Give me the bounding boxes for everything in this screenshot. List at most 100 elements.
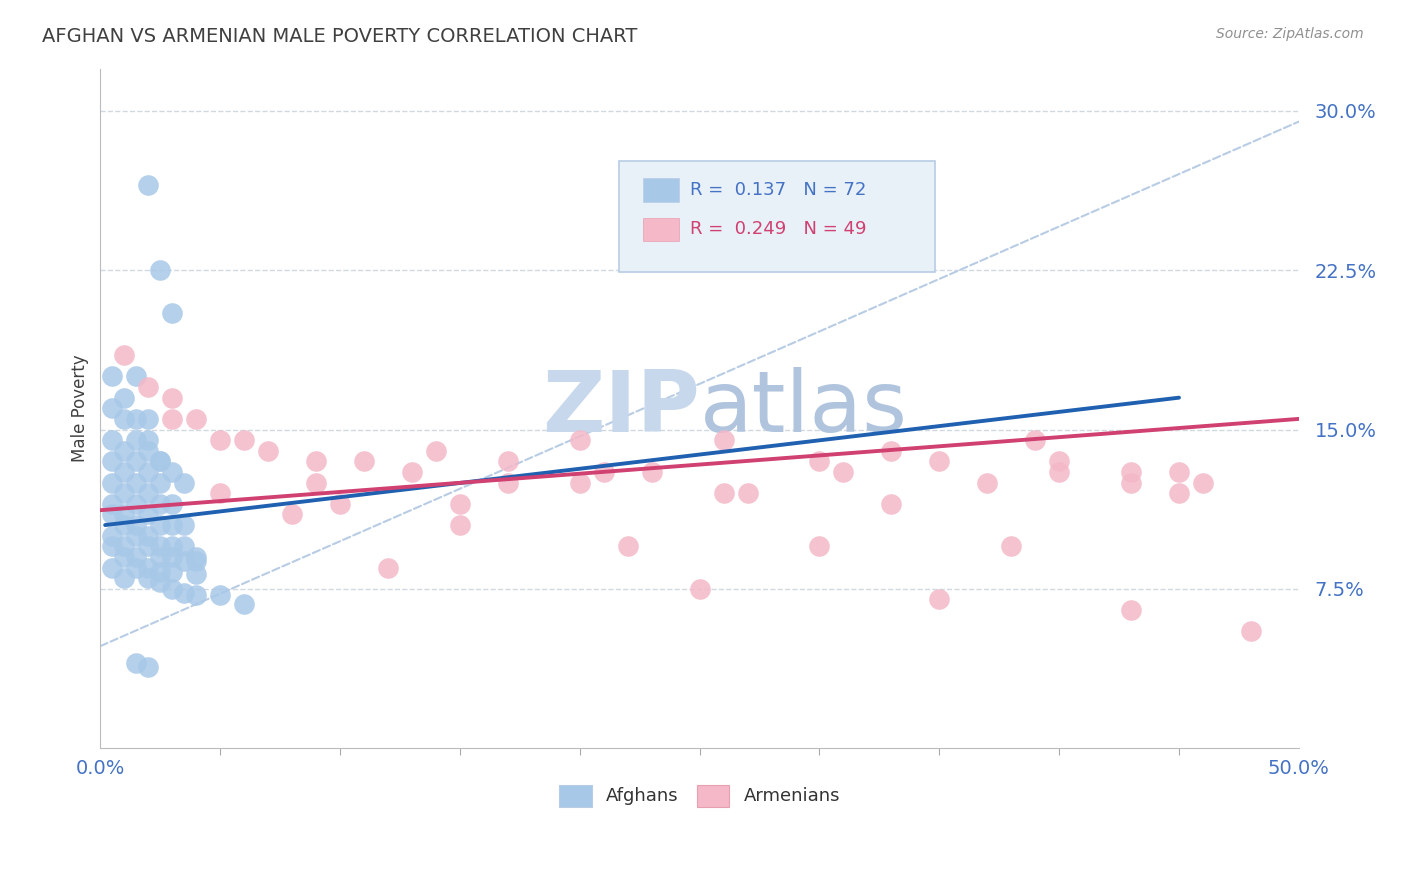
Point [125,518,148,533]
Text: ZIP: ZIP [541,367,700,450]
Point [880,443,903,458]
Point [737,486,759,500]
Point [209,433,232,447]
Point [592,465,614,479]
Point [112,412,135,426]
Text: AFGHAN VS ARMENIAN MALE POVERTY CORRELATION CHART: AFGHAN VS ARMENIAN MALE POVERTY CORRELAT… [42,27,637,45]
Point [136,380,159,394]
Point [186,412,208,426]
Point [112,348,135,362]
Point [136,508,159,522]
Point [496,475,519,490]
Point [101,529,124,543]
Point [1047,454,1070,468]
Point [162,465,184,479]
Point [125,454,148,468]
Point [101,539,124,553]
Point [136,412,159,426]
Point [713,433,735,447]
Point [329,497,352,511]
Point [162,549,184,564]
Point [136,560,159,574]
Text: R =  0.249   N = 49: R = 0.249 N = 49 [690,220,868,238]
Point [173,586,195,600]
Point [186,549,208,564]
Point [101,508,124,522]
Point [136,433,159,447]
Point [125,369,148,384]
Point [449,497,471,511]
Point [101,475,124,490]
Point [162,518,184,533]
Point [125,433,148,447]
Point [616,539,638,553]
Point [233,597,256,611]
Point [149,263,172,277]
Point [1168,465,1191,479]
Point [1240,624,1263,639]
Point [401,465,423,479]
Point [928,454,950,468]
Point [112,508,135,522]
Point [808,454,831,468]
Point [233,433,256,447]
Point [568,475,591,490]
Point [125,497,148,511]
Point [173,539,195,553]
Point [112,518,135,533]
Point [162,582,184,596]
Point [173,518,195,533]
Point [112,391,135,405]
Point [136,443,159,458]
Point [162,539,184,553]
Point [149,475,172,490]
Point [149,454,172,468]
Point [125,529,148,543]
Point [186,566,208,581]
Point [101,497,124,511]
Point [149,497,172,511]
Point [209,588,232,602]
Point [496,454,519,468]
Text: atlas: atlas [700,367,908,450]
Point [353,454,375,468]
Point [162,306,184,320]
Legend: Afghans, Armenians: Afghans, Armenians [551,777,848,814]
Point [136,571,159,585]
Point [449,518,471,533]
Text: Source: ZipAtlas.com: Source: ZipAtlas.com [1216,27,1364,41]
Point [377,560,399,574]
Point [125,656,148,670]
Point [209,486,232,500]
Point [186,588,208,602]
Point [101,454,124,468]
Point [1119,475,1142,490]
Point [689,582,711,596]
Point [1119,465,1142,479]
Point [149,539,172,553]
Point [149,454,172,468]
Point [1192,475,1215,490]
Point [640,465,662,479]
Point [112,465,135,479]
Point [125,475,148,490]
Point [136,529,159,543]
Point [149,565,172,579]
Point [112,549,135,564]
Point [713,486,735,500]
Point [112,486,135,500]
Point [173,475,195,490]
Point [808,539,831,553]
Point [136,486,159,500]
Point [162,565,184,579]
Point [832,465,855,479]
Point [125,412,148,426]
Point [186,554,208,568]
Text: R =  0.137   N = 72: R = 0.137 N = 72 [690,181,866,199]
Point [928,592,950,607]
Point [125,549,148,564]
Point [568,433,591,447]
Point [162,497,184,511]
Y-axis label: Male Poverty: Male Poverty [72,354,89,462]
Point [112,539,135,553]
